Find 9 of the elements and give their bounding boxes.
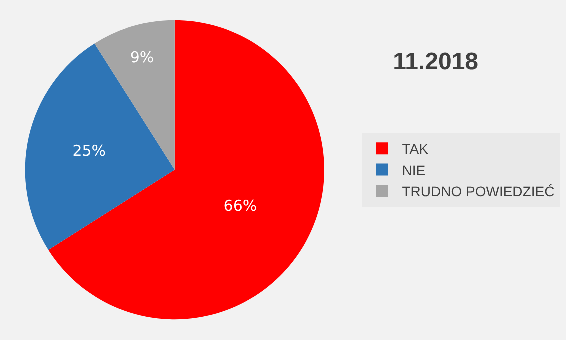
data-label: 66%: [224, 197, 258, 216]
legend-label: NIE: [402, 162, 426, 178]
text: 11.2018: [393, 48, 479, 76]
data-label: 9%: [130, 48, 154, 67]
pie-slice: [48, 20, 324, 320]
legend-label: TAK: [402, 141, 430, 158]
legend-label: TRUDNO POWIEDZIEĆ: [402, 183, 555, 200]
pie-slice: [25, 44, 175, 250]
data-label: 25%: [72, 142, 106, 160]
